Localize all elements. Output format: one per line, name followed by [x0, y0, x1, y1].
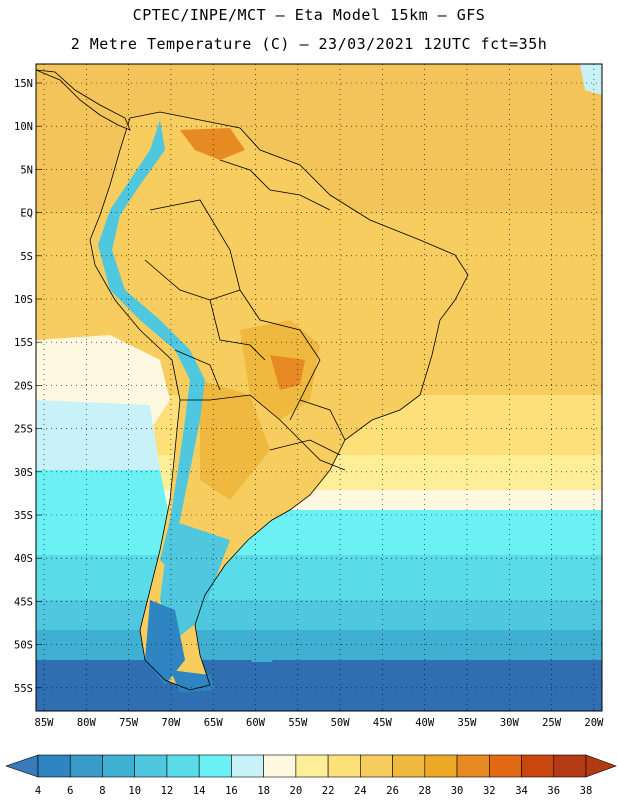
legend-value: 38 — [580, 785, 593, 797]
lon-label: 45W — [373, 717, 393, 729]
country-borders — [89, 111, 469, 691]
lat-label: 25S — [14, 424, 33, 436]
interior-hotspot — [270, 355, 305, 390]
legend-arrow-high — [585, 754, 617, 778]
legend-value: 6 — [67, 785, 73, 797]
legend-swatch — [360, 754, 393, 778]
legend-swatch — [295, 754, 329, 778]
legend-value: 36 — [547, 785, 560, 797]
legend-value: 18 — [257, 785, 270, 797]
legend-swatch — [456, 754, 490, 778]
legend-swatch — [488, 754, 522, 778]
latitude-labels: 15N 10N 5N EQ 5S 10S 15S 20S 25S 30S 35S 40S 45S 50S 5… — [14, 78, 33, 695]
legend-value: 30 — [451, 785, 464, 797]
lon-label: 35W — [458, 717, 478, 729]
lon-label: 50W — [331, 717, 351, 729]
lon-label: 70W — [161, 717, 181, 729]
longitude-labels: 85W 80W 75W 70W 65W 60W 55W 50W 45W 40W 35W 30W 25W 2… — [35, 717, 605, 729]
legend-value: 10 — [128, 785, 141, 797]
legend-value: 32 — [483, 785, 496, 797]
legend-value: 12 — [161, 785, 174, 797]
ocean-band-10 — [36, 630, 602, 660]
lat-label: 35S — [14, 510, 33, 522]
lon-label: 65W — [204, 717, 224, 729]
lon-label: 20W — [584, 717, 604, 729]
legend-swatch — [102, 754, 136, 778]
lon-label: 60W — [246, 717, 266, 729]
lat-label: 30S — [14, 467, 33, 479]
lon-label: 80W — [77, 717, 97, 729]
lon-label: 25W — [542, 717, 562, 729]
legend-swatch — [69, 754, 103, 778]
legend-swatch — [424, 754, 458, 778]
pacific-cold — [36, 470, 170, 520]
ocean-band-6 — [36, 660, 602, 711]
legend-value: 4 — [35, 785, 41, 797]
ocean-band-12 — [36, 600, 602, 630]
lat-label: 5N — [20, 164, 33, 176]
legend-swatch — [37, 754, 71, 778]
legend-value: 8 — [99, 785, 105, 797]
legend-swatch — [327, 754, 361, 778]
venezuela-hotspot — [180, 128, 245, 160]
lat-label: 45S — [14, 596, 33, 608]
lon-label: 75W — [119, 717, 139, 729]
lat-label: 55S — [14, 683, 33, 695]
legend-value: 20 — [290, 785, 303, 797]
falkland-islands — [250, 654, 275, 662]
lat-label: 15S — [14, 337, 33, 349]
legend-value: 34 — [515, 785, 528, 797]
lat-label: 50S — [14, 640, 33, 652]
lat-label: 20S — [14, 380, 33, 392]
legend-arrow-low — [5, 754, 39, 778]
color-legend: 4 6 8 10 12 14 16 18 20 22 24 26 28 30 32 34 36 38 — [5, 754, 617, 797]
lat-label: 5S — [20, 251, 33, 263]
lat-label: 40S — [14, 553, 33, 565]
chaco-warm — [200, 380, 270, 500]
ne-cool-spot — [580, 64, 602, 95]
legend-value: 16 — [225, 785, 238, 797]
legend-swatch — [231, 754, 264, 778]
lon-label: 55W — [288, 717, 308, 729]
legend-value: 26 — [386, 785, 399, 797]
lat-label: 15N — [14, 78, 33, 90]
legend-swatch — [392, 754, 426, 778]
legend-swatch — [198, 754, 232, 778]
legend-value: 28 — [418, 785, 431, 797]
lon-label: 85W — [35, 717, 55, 729]
lon-label: 40W — [415, 717, 435, 729]
legend-swatch — [134, 754, 168, 778]
map-frame — [35, 63, 603, 712]
map-subtitle: 2 Metre Temperature (C) – 23/03/2021 12U… — [70, 35, 548, 53]
pacific-cooler — [36, 400, 160, 470]
map-title: CPTEC/INPE/MCT – Eta Model 15km – GFS — [132, 6, 486, 24]
legend-swatch — [521, 754, 555, 778]
legend-swatch — [166, 754, 200, 778]
legend-swatch — [553, 754, 587, 778]
ocean-band-14 — [36, 555, 602, 600]
central-america — [36, 69, 131, 131]
graticule — [36, 64, 602, 711]
lat-label: 10S — [14, 294, 33, 306]
legend-swatch — [263, 754, 297, 778]
legend-value: 22 — [322, 785, 335, 797]
lat-label: 10N — [14, 121, 33, 133]
map-field — [36, 64, 602, 711]
lon-label: 30W — [500, 717, 520, 729]
patagonia-cool — [160, 520, 230, 640]
lat-label: EQ — [20, 208, 33, 220]
legend-value: 14 — [193, 785, 206, 797]
patagonia-cold — [145, 600, 185, 685]
legend-value: 24 — [354, 785, 367, 797]
